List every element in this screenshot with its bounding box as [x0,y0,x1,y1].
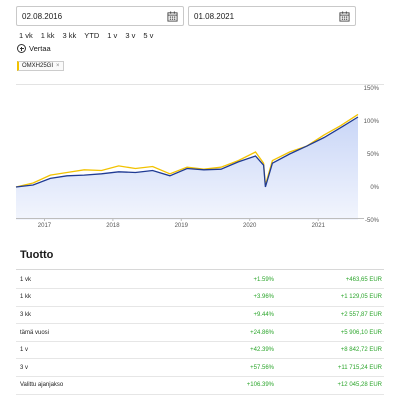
calendar-icon[interactable] [339,11,350,22]
range-3-months-button[interactable]: 3 kk [62,31,77,40]
x-tick-label: 2020 [243,223,257,229]
plus-circle-icon [17,44,26,53]
returns-row: 3 kk +9.44% +2 557,87 EUR [16,306,384,325]
returns-period: tämä vuosi [16,323,166,342]
quick-range-selector: 1 vk 1 kk 3 kk YTD 1 v 3 v 5 v [19,31,161,40]
benchmark-chip: OMXH25GI × [17,61,64,71]
returns-percent: +57.56% [166,358,274,378]
returns-row: tämä vuosi +24.86% +5 906,10 EUR [16,323,384,342]
returns-amount: +12 045,28 EUR [274,376,384,395]
y-tick-label: 50% [367,152,380,158]
y-tick-label: 150% [364,86,380,92]
returns-amount: +11 715,24 EUR [274,358,384,378]
range-3-years-button[interactable]: 3 v [125,31,136,40]
returns-table: 1 vk +1.59% +463,65 EUR 1 kk +3.96% +1 129,05… [16,271,384,395]
returns-divider [16,269,384,270]
returns-amount: +1 129,05 EUR [274,288,384,307]
returns-period: 1 kk [16,288,166,307]
calendar-icon[interactable] [167,11,178,22]
range-1-month-button[interactable]: 1 kk [40,31,55,40]
range-1-year-button[interactable]: 1 v [107,31,118,40]
returns-row: Valittu ajanjakso +106.39% +12 045,28 EUR [16,376,384,395]
x-tick-label: 2018 [106,223,120,229]
returns-percent: +9.44% [166,306,274,325]
returns-amount: +5 906,10 EUR [274,323,384,342]
x-tick-label: 2019 [175,223,189,229]
returns-period: 3 kk [16,306,166,325]
returns-row: 3 v +57.56% +11 715,24 EUR [16,358,384,378]
returns-amount: +8 842,72 EUR [274,341,384,360]
close-icon[interactable]: × [56,63,60,69]
portfolio-line [15,116,359,188]
end-date-value: 01.08.2021 [194,11,235,21]
returns-percent: +106.39% [166,376,274,395]
returns-period: 1 v [16,341,166,360]
returns-row: 1 v +42.39% +8 842,72 EUR [16,341,384,360]
benchmark-chip-label: OMXH25GI [22,63,54,69]
compare-label: Vertaa [29,44,51,53]
portfolio-area [16,117,358,220]
x-tick-label: 2021 [312,223,326,229]
range-5-years-button[interactable]: 5 v [143,31,154,40]
performance-chart: 150% 100% 50% 0% -50% 2017 2018 2019 2020 2021 [15,84,384,229]
returns-period: 1 vk [16,271,166,290]
start-date-value: 02.08.2016 [22,11,63,21]
returns-period: Valittu ajanjakso [16,376,166,395]
returns-amount: +2 557,87 EUR [274,306,384,325]
returns-period: 3 v [16,358,166,378]
returns-title: Tuotto [20,249,54,261]
y-tick-label: 100% [364,119,380,125]
compare-button[interactable]: Vertaa [17,44,51,53]
returns-percent: +3.96% [166,288,274,307]
returns-row: 1 vk +1.59% +463,65 EUR [16,271,384,290]
returns-percent: +24.86% [166,323,274,342]
returns-amount: +463,65 EUR [274,271,384,290]
y-tick-label: 0% [370,185,379,191]
returns-percent: +42.39% [166,341,274,360]
returns-row: 1 kk +3.96% +1 129,05 EUR [16,288,384,307]
start-date-input[interactable]: 02.08.2016 [16,6,184,26]
y-tick-label: -50% [365,218,380,224]
end-date-input[interactable]: 01.08.2021 [188,6,356,26]
x-tick-label: 2017 [38,223,52,229]
returns-percent: +1.59% [166,271,274,290]
range-ytd-button[interactable]: YTD [84,31,100,40]
range-1-week-button[interactable]: 1 vk [19,31,33,40]
